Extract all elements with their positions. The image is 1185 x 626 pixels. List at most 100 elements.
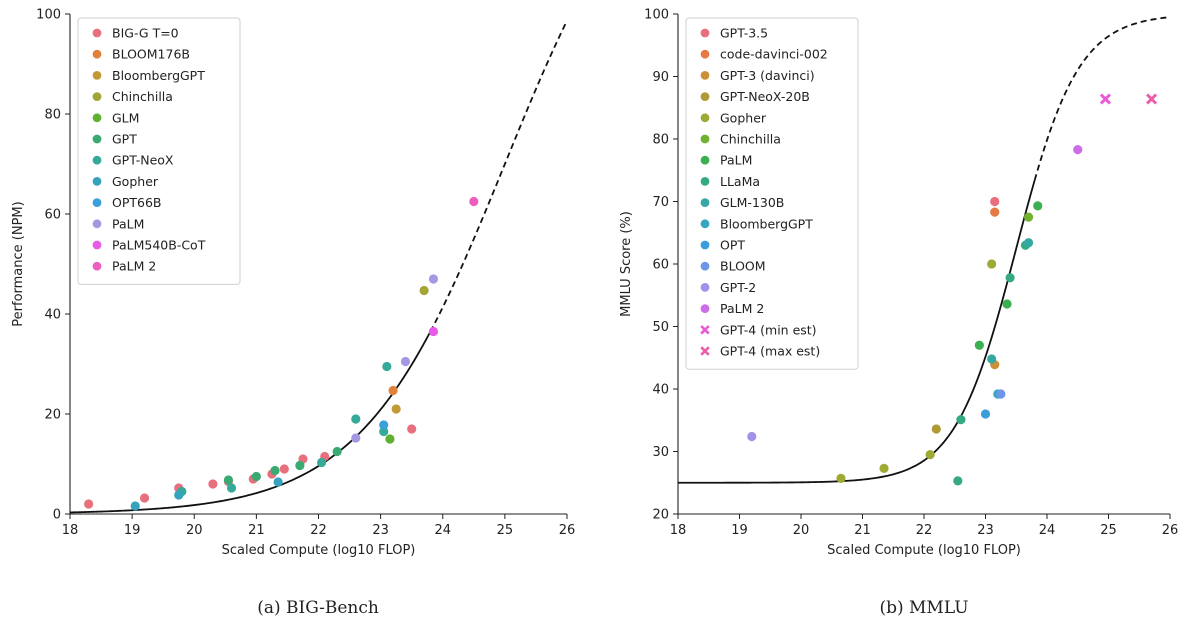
legend-label: OPT (720, 238, 745, 253)
x-tick-label: 19 (124, 523, 141, 538)
legend-marker-big-g-t-0 (92, 28, 102, 38)
legend-marker-palm (700, 155, 710, 165)
legend-marker-code-davinci-002 (700, 49, 710, 59)
point-big-g-t-0 (208, 479, 218, 489)
x-tick-label: 26 (1162, 523, 1179, 538)
point-gpt-neox (379, 426, 389, 437)
legend-marker-palm (92, 219, 102, 229)
point-palm (974, 340, 984, 350)
point-gpt-neox (382, 361, 392, 372)
point-gopher (987, 259, 997, 269)
legend: BIG-G T=0 BLOOM176B BloombergGPT Chinchilla… (77, 17, 241, 285)
legend-label: GPT (112, 132, 137, 147)
point-big-g-t-0 (407, 424, 417, 434)
y-axis-label: MMLU Score (%) (619, 211, 634, 317)
legend-label: PaLM (112, 216, 144, 231)
legend-label: BloombergGPT (720, 216, 813, 231)
point-gpt-4-max-est (1145, 93, 1158, 105)
y-tick-label: 40 (652, 383, 669, 398)
legend-label: Chinchilla (720, 132, 781, 147)
point-palm (428, 274, 439, 284)
point-gopher (273, 477, 283, 487)
point-gpt-neox (226, 483, 237, 493)
chart-caption: (b) MMLU (879, 598, 968, 618)
chart-panel-big-bench: 18 19 20 21 22 23 24 25 26 0 20 40 60 80 100 Scaled Com… (11, 8, 575, 619)
legend-marker-glm (92, 113, 102, 123)
point-palm (400, 356, 411, 367)
x-tick-label: 22 (916, 523, 933, 538)
legend-marker-palm-2 (700, 304, 710, 313)
y-tick-label: 70 (652, 195, 669, 210)
x-tick-label: 23 (977, 523, 994, 538)
point-llama (1005, 273, 1015, 283)
legend-marker-gpt-4-max-est (700, 346, 710, 356)
x-axis-label: Scaled Compute (log10 FLOP) (827, 543, 1021, 558)
point-chinchilla (1023, 212, 1034, 222)
fit-curve-solid (678, 179, 1036, 484)
legend-marker-bloom (700, 261, 710, 271)
legend-label: code-davinci-002 (720, 47, 828, 62)
point-palm (1002, 299, 1012, 309)
y-tick-label: 80 (44, 108, 61, 123)
legend-label: BLOOM176B (112, 47, 190, 62)
legend-label: GPT-3 (davinci) (720, 68, 815, 83)
point-gopher (836, 473, 846, 483)
legend-label: OPT66B (112, 195, 162, 210)
y-tick-label: 90 (652, 70, 669, 85)
legend: GPT-3.5 code-davinci-002 GPT-3 (davinci) GP… (685, 17, 859, 370)
legend-marker-chinchilla (700, 134, 710, 144)
fit-curve-solid (69, 331, 432, 514)
point-gpt-neox (351, 414, 361, 424)
legend-label: PaLM 2 (112, 259, 156, 274)
legend-label: Gopher (112, 174, 159, 189)
legend-label: PaLM (720, 153, 752, 168)
legend-label: PaLM 2 (720, 301, 764, 316)
legend-label: BLOOM (720, 259, 766, 274)
legend-label: LLaMa (720, 174, 760, 189)
x-tick-label: 23 (372, 523, 389, 538)
point-big-g-t-0 (84, 499, 94, 509)
chart-panel-mmlu: 18 19 20 21 22 23 24 25 26 20 30 40 50 60 70 80 90 100 Sca… (619, 8, 1178, 619)
point-palm (351, 433, 361, 443)
point-gpt (332, 446, 342, 457)
legend-marker-gpt-3-davinci (700, 71, 710, 80)
legend-label: GPT-NeoX-20B (720, 89, 810, 104)
legend-marker-palm540b-cot (92, 240, 102, 250)
point-gpt (295, 460, 305, 471)
y-tick-label: 100 (644, 8, 669, 23)
point-opt (980, 409, 991, 419)
legend-marker-gpt-neox (92, 155, 102, 165)
legend-marker-palm-2 (92, 261, 102, 271)
legend-marker-glm-130b (700, 198, 710, 208)
legend-marker-llama (700, 177, 710, 186)
point-code-davinci-002 (990, 207, 1000, 217)
y-tick-label: 20 (44, 408, 61, 423)
legend-label: Gopher (720, 110, 767, 125)
point-gpt (251, 471, 261, 482)
point-llama (953, 476, 963, 486)
legend-marker-gpt-3-5 (700, 28, 710, 38)
x-axis-label: Scaled Compute (log10 FLOP) (222, 543, 416, 558)
point-bloom (996, 389, 1006, 399)
legend-marker-gpt-4-min-est (700, 325, 710, 335)
y-tick-label: 20 (652, 508, 669, 523)
legend-marker-opt66b (92, 198, 102, 208)
point-big-g-t-0 (139, 493, 150, 503)
legend-marker-chinchilla (92, 92, 102, 101)
legend-label: GPT-4 (max est) (720, 344, 820, 359)
legend-label: GLM (112, 110, 139, 125)
y-tick-label: 60 (44, 208, 61, 223)
point-glm-130b (987, 354, 997, 364)
legend-marker-bloomberggpt (700, 219, 710, 229)
x-tick-label: 20 (793, 523, 810, 538)
chart-caption: (a) BIG-Bench (257, 598, 379, 618)
legend-label: GPT-3.5 (720, 26, 768, 41)
fit-curve-extrapolated (429, 20, 568, 333)
legend-marker-gopher (92, 177, 102, 186)
point-palm540b-cot (428, 326, 439, 337)
x-tick-label: 18 (670, 523, 687, 538)
legend-label: Chinchilla (112, 89, 173, 104)
point-gpt-neox (317, 457, 327, 468)
legend-marker-gopher (700, 113, 710, 123)
legend-marker-bloomberggpt (92, 71, 102, 80)
